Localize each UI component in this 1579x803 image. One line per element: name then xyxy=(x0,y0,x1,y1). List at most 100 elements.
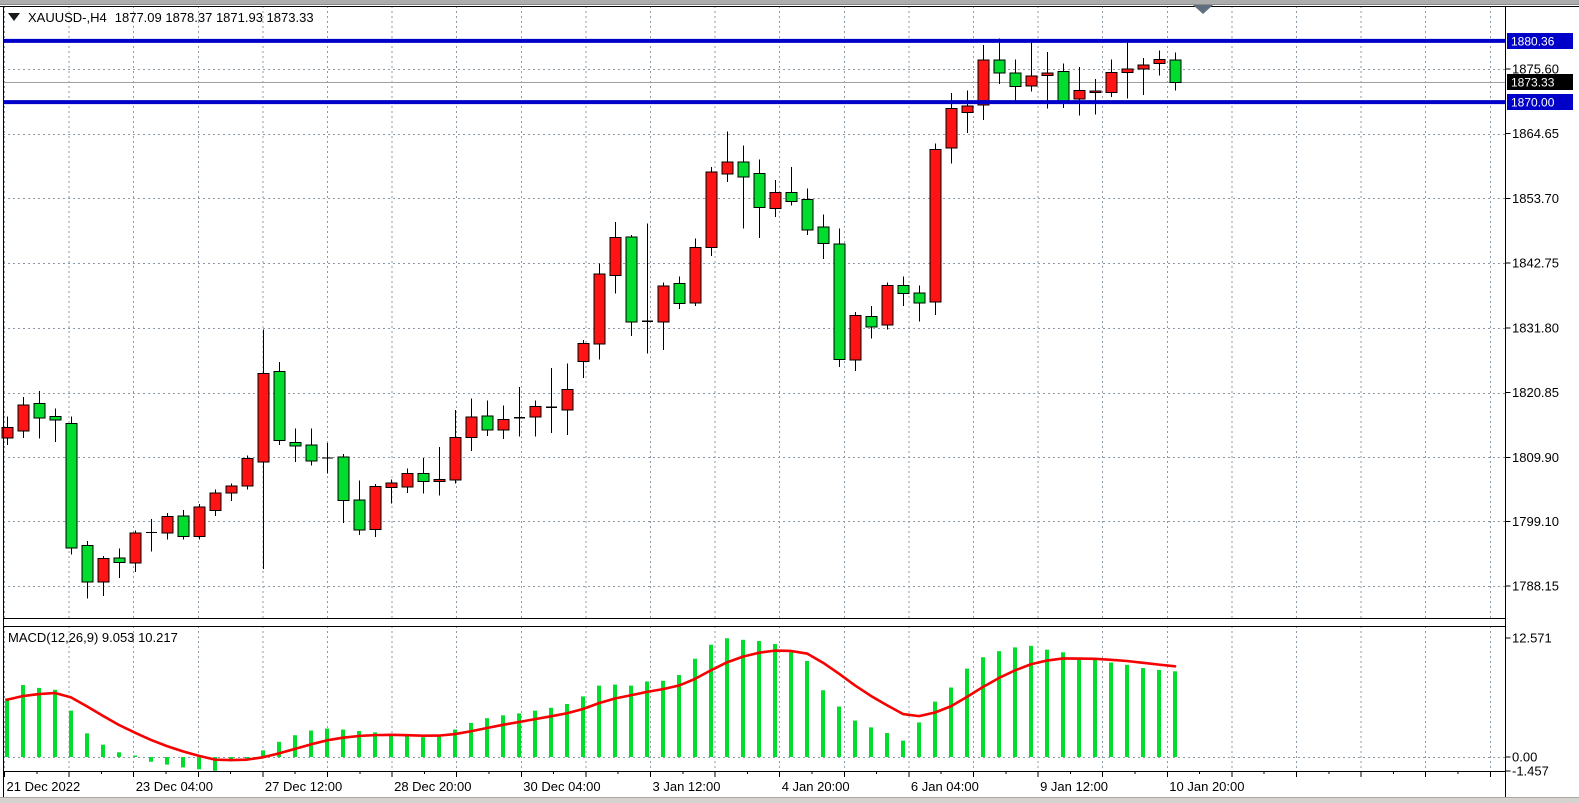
bull-candle xyxy=(657,285,670,323)
macd-histogram-bar xyxy=(437,735,441,757)
macd-histogram-bar xyxy=(501,715,505,757)
macd-histogram-bar xyxy=(709,644,713,757)
bull-candle xyxy=(129,532,142,564)
macd-histogram-bar xyxy=(821,690,825,757)
macd-tick-label: 12.571 xyxy=(1512,631,1552,646)
macd-histogram-bar xyxy=(1173,671,1177,757)
bear-candle xyxy=(305,444,318,462)
support-price-chip-label: 1870.00 xyxy=(1511,96,1555,110)
macd-indicator-label: MACD(12,26,9) 9.053 10.217 xyxy=(8,630,178,645)
bull-candle xyxy=(1137,64,1150,70)
bear-candle xyxy=(33,403,46,419)
chart-shift-marker-icon[interactable] xyxy=(1193,5,1213,14)
macd-histogram-bar xyxy=(117,752,121,757)
macd-histogram-bar xyxy=(21,685,25,757)
macd-histogram-bar xyxy=(917,722,921,757)
bull-candle xyxy=(689,247,702,304)
macd-histogram-bar xyxy=(1045,649,1049,757)
bull-candle xyxy=(241,458,254,487)
bull-candle xyxy=(577,342,590,363)
price-tick-label: 1842.75 xyxy=(1512,256,1559,271)
macd-histogram-bar xyxy=(453,729,457,757)
bull-candle xyxy=(369,485,382,531)
chart-menu-icon[interactable] xyxy=(8,13,20,21)
price-tick-label: 1875.60 xyxy=(1512,62,1559,77)
macd-histogram-bar xyxy=(629,685,633,757)
bear-candle xyxy=(1009,72,1022,88)
bear-candle xyxy=(481,415,494,431)
time-axis-label: 21 Dec 2022 xyxy=(7,779,81,794)
time-axis-label: 30 Dec 04:00 xyxy=(523,779,600,794)
bull-candle xyxy=(193,506,206,538)
bid-price-chip xyxy=(1507,74,1573,90)
macd-histogram-bar xyxy=(5,698,9,757)
bull-candle xyxy=(433,478,446,483)
macd-histogram-bar xyxy=(1109,662,1113,757)
bull-candle xyxy=(1041,72,1054,77)
bull-candle xyxy=(225,485,238,494)
bull-candle xyxy=(961,105,974,114)
time-axis-label: 10 Jan 20:00 xyxy=(1169,779,1244,794)
support-price-chip xyxy=(1507,94,1573,110)
macd-histogram-bar xyxy=(693,658,697,757)
bear-candle xyxy=(81,545,94,583)
macd-histogram-bar xyxy=(645,681,649,757)
bear-candle xyxy=(1057,70,1070,103)
macd-histogram-bar xyxy=(565,703,569,757)
macd-histogram-bar xyxy=(869,727,873,757)
time-axis-label: 3 Jan 12:00 xyxy=(653,779,721,794)
macd-histogram-bar xyxy=(981,657,985,757)
bull-candle xyxy=(977,59,990,106)
bull-candle xyxy=(769,192,782,210)
price-tick-label: 1820.85 xyxy=(1512,385,1559,400)
macd-histogram-bar xyxy=(725,638,729,757)
window-top-edge xyxy=(0,0,1579,5)
macd-histogram-bar xyxy=(293,735,297,757)
bear-candle xyxy=(673,283,686,305)
macd-histogram-bar xyxy=(37,687,41,757)
macd-histogram-bar xyxy=(789,652,793,757)
macd-histogram-bar xyxy=(373,732,377,757)
macd-histogram-bar xyxy=(773,643,777,757)
macd-histogram-bar xyxy=(517,713,521,757)
bull-candle xyxy=(1073,89,1086,100)
resistance-price-chip-label: 1880.36 xyxy=(1511,35,1555,49)
macd-histogram-bar xyxy=(949,687,953,757)
bar-ohlc-values: 1877.09 1878.37 1871.93 1873.33 xyxy=(114,9,314,25)
price-tick-label: 1864.65 xyxy=(1512,126,1559,141)
bull-candle xyxy=(881,284,894,326)
time-axis-label: 4 Jan 20:00 xyxy=(782,779,850,794)
macd-histogram-bar xyxy=(69,710,73,757)
price-tick-label: 1799.10 xyxy=(1512,514,1559,529)
time-axis-label: 27 Dec 12:00 xyxy=(265,779,342,794)
bull-candle xyxy=(97,558,110,583)
macd-histogram-bar xyxy=(853,720,857,757)
time-axis-label: 9 Jan 12:00 xyxy=(1040,779,1108,794)
time-axis-label: 23 Dec 04:00 xyxy=(136,779,213,794)
macd-histogram-bar xyxy=(1157,669,1161,757)
bull-candle xyxy=(465,416,478,438)
bear-candle xyxy=(353,499,366,531)
bull-candle xyxy=(257,372,270,463)
bear-candle xyxy=(833,243,846,360)
bear-candle xyxy=(913,292,926,304)
macd-histogram-bar xyxy=(597,685,601,757)
macd-histogram-bar xyxy=(485,718,489,757)
bear-candle xyxy=(785,192,798,202)
time-axis-label: 28 Dec 20:00 xyxy=(394,779,471,794)
macd-histogram-bar xyxy=(677,675,681,757)
macd-histogram-bar xyxy=(1125,664,1129,757)
bear-candle xyxy=(865,316,878,328)
macd-histogram-bar xyxy=(533,710,537,757)
bear-candle xyxy=(753,173,766,208)
macd-histogram-bar xyxy=(389,734,393,757)
bear-candle xyxy=(417,472,430,483)
bear-candle xyxy=(273,371,286,441)
macd-histogram-bar xyxy=(101,744,105,757)
symbol-period-label: XAUUSD-,H4 xyxy=(28,9,107,25)
macd-histogram-bar xyxy=(837,706,841,757)
bull-candle xyxy=(401,472,414,488)
bear-candle xyxy=(993,59,1006,74)
